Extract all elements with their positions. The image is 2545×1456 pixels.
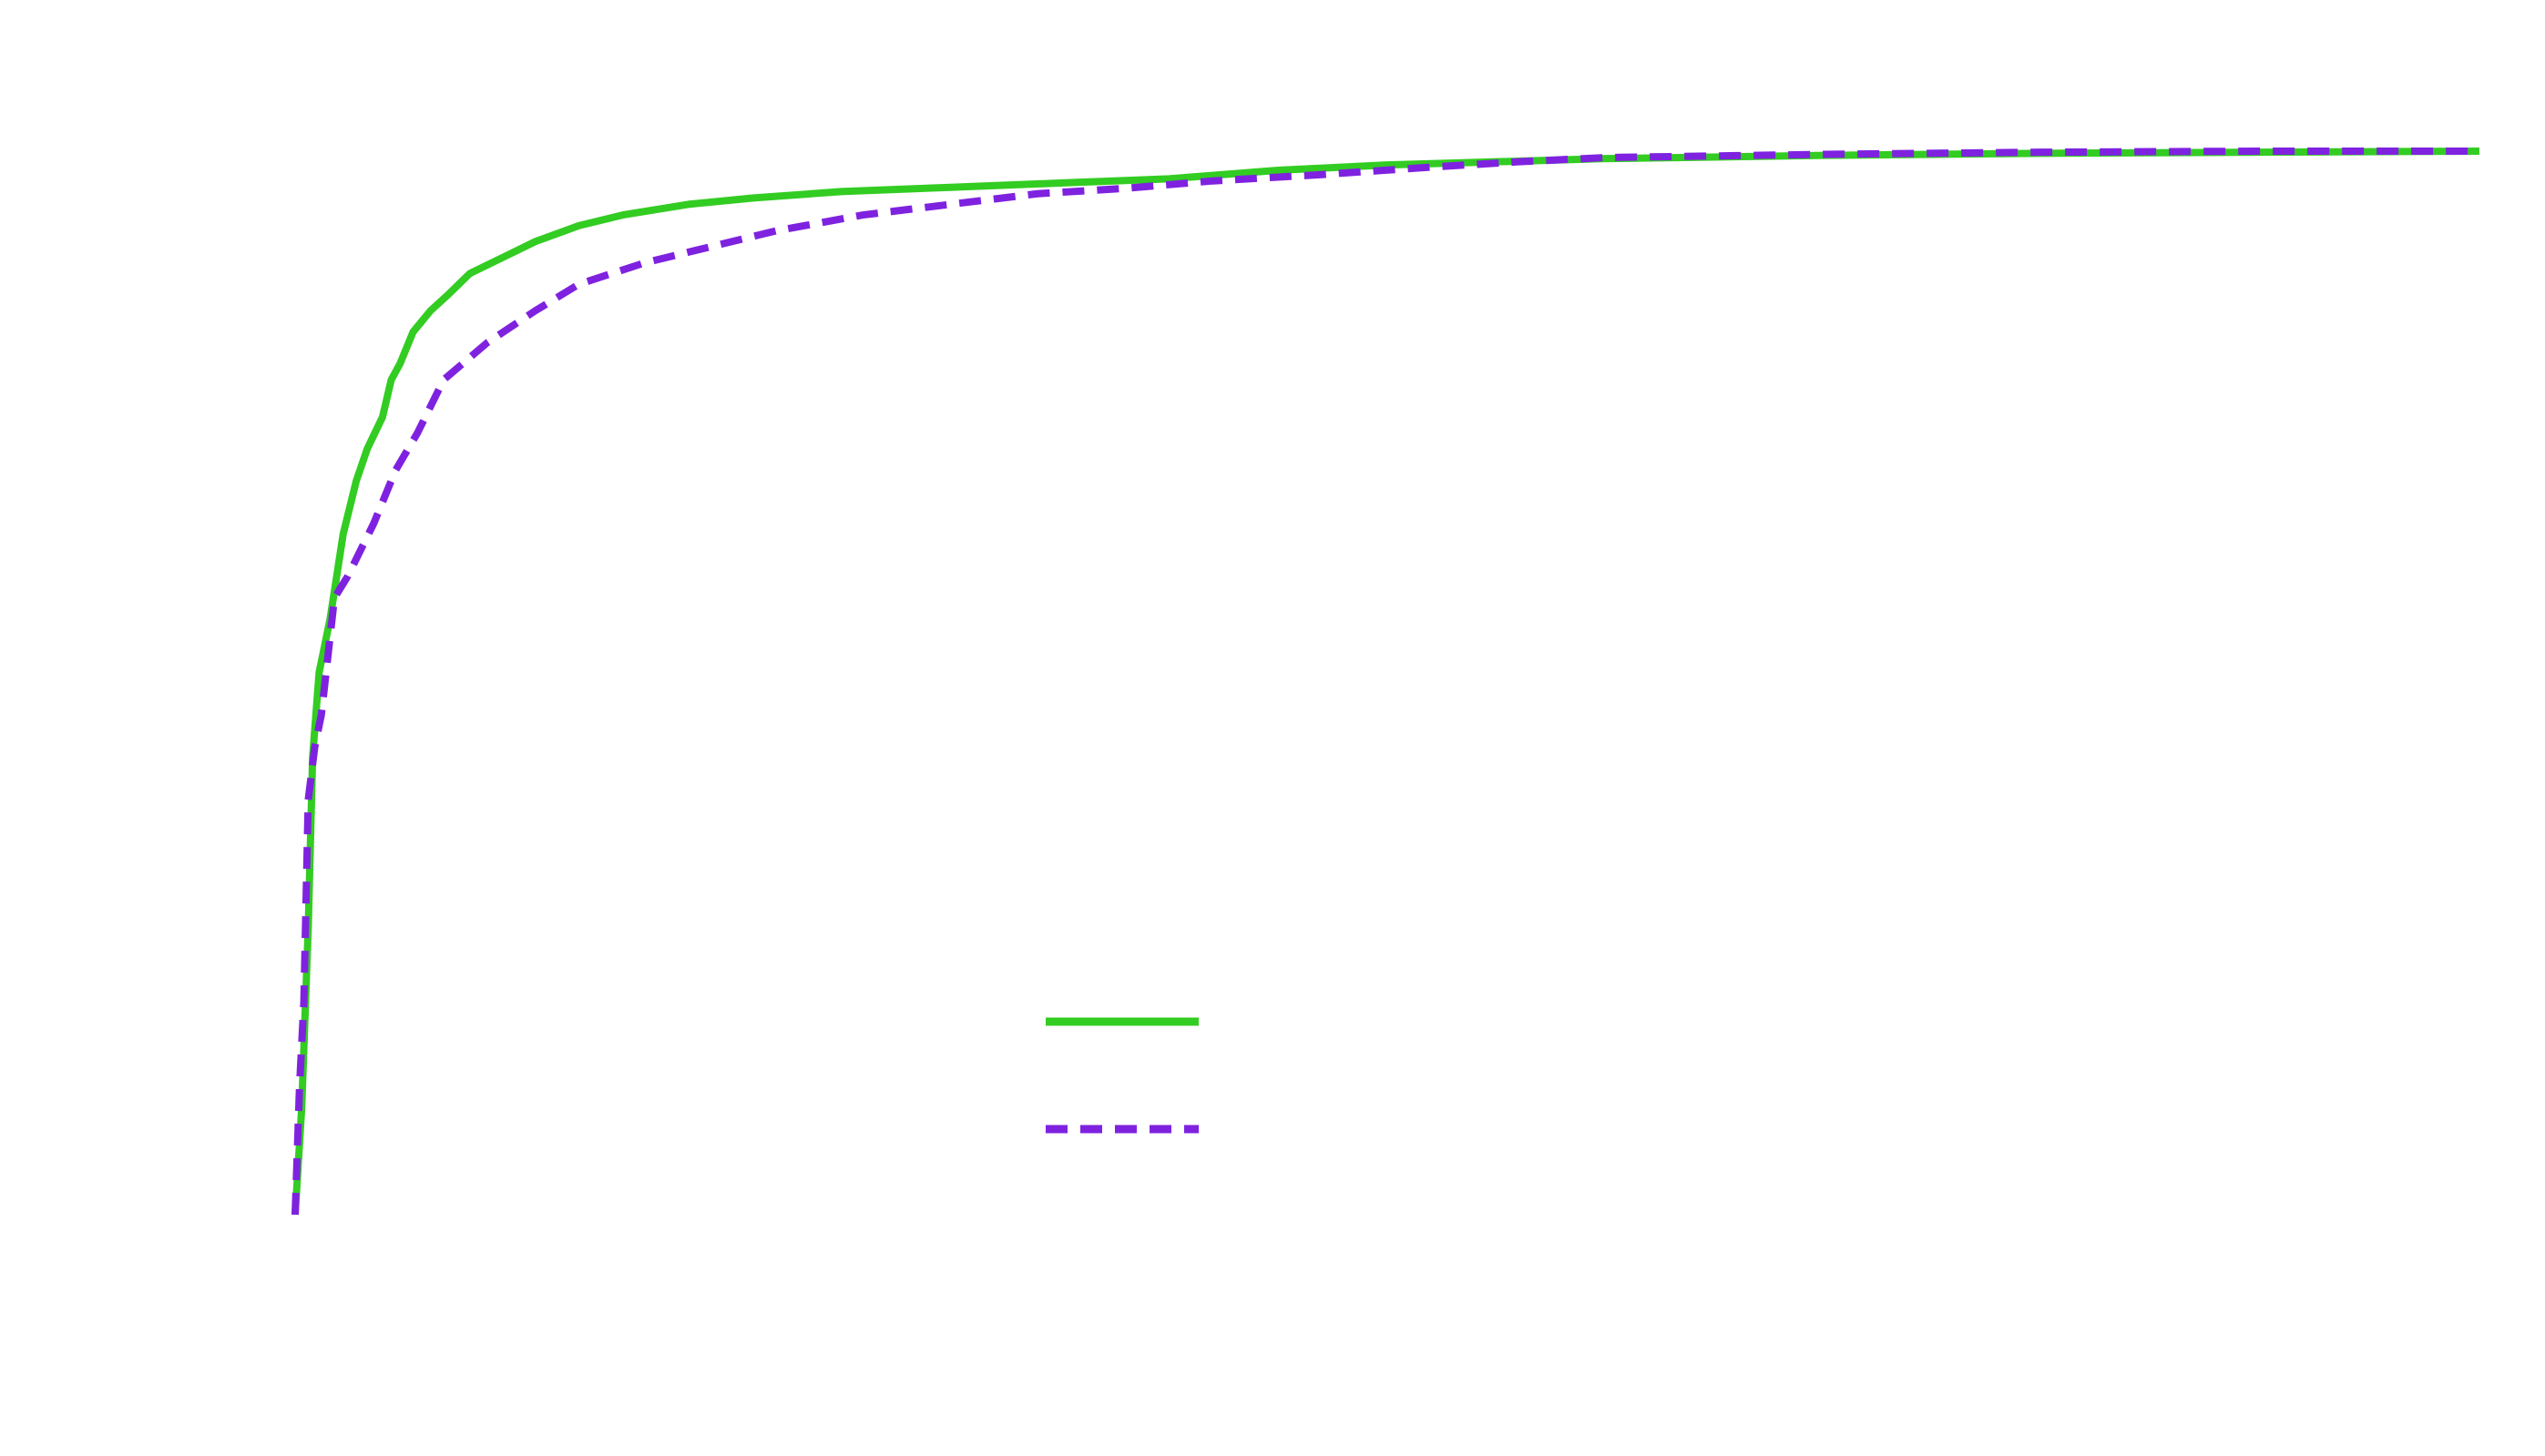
plot-area xyxy=(291,148,2480,1216)
legend xyxy=(1046,1017,1199,1134)
series-line-solid xyxy=(291,148,2480,1216)
series-line-dashed xyxy=(291,148,2479,1216)
